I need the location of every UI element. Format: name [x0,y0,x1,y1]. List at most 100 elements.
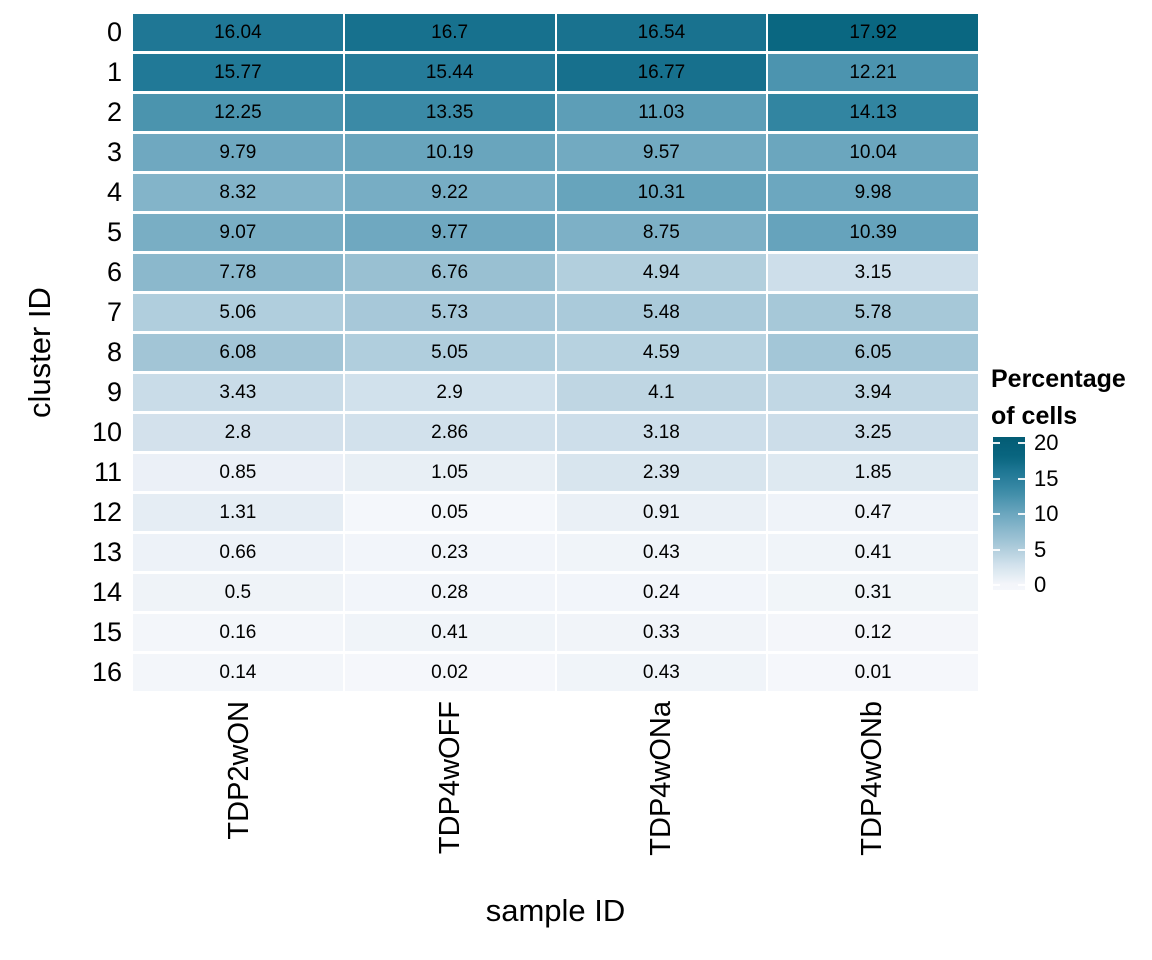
x-axis-title: sample ID [485,893,626,928]
heatmap-cell: 16.04 [133,14,343,51]
heatmap-cell: 16.7 [344,14,555,51]
heatmap-cell: 15.44 [344,54,555,91]
heatmap-cell: 0.91 [556,494,767,531]
heatmap-cell: 9.22 [344,174,555,211]
heatmap-cell: 0.24 [556,574,767,611]
heatmap-cell: 17.92 [768,14,978,51]
heatmap-cell: 6.76 [344,254,555,291]
x-tick-label: TDP4wONb [856,701,889,856]
heatmap-cell: 0.33 [556,614,767,651]
heatmap-cell: 5.06 [133,294,343,331]
heatmap-cell: 2.39 [556,454,767,491]
heatmap-cell: 0.85 [133,454,343,491]
legend-tick-label: 0 [1034,572,1047,598]
legend-tick-label: 5 [1034,536,1047,562]
y-tick-label: 9 [106,377,122,407]
heatmap-cell: 0.05 [344,494,555,531]
x-tick-label: TDP2wON [222,701,255,840]
heatmap-cell: 0.5 [133,574,343,611]
heatmap-cell: 0.16 [133,614,343,651]
heatmap-cell: 1.31 [133,494,343,531]
heatmap-cell: 3.94 [768,374,978,411]
heatmap-cell: 5.05 [344,334,555,371]
heatmap-cell: 0.01 [768,654,978,691]
y-tick-label: 8 [106,337,122,367]
heatmap-cell: 0.43 [556,654,767,691]
heatmap-cell: 6.05 [768,334,978,371]
heatmap-cell: 4.59 [556,334,767,371]
colorbar-tick-mark [993,442,1000,445]
y-tick-label: 10 [91,417,122,447]
heatmap-cell: 3.25 [768,414,978,451]
y-axis-tick-labels: 0 1 2 3 4 5 6 7 8 9 10 11 12 13 14 15 16 [0,14,122,691]
x-tick-label: TDP4wOFF [433,701,466,855]
heatmap-cell: 9.98 [768,174,978,211]
legend-tick-label: 20 [1034,430,1059,456]
y-tick-label: 0 [106,17,122,47]
heatmap-cell: 9.57 [556,134,767,171]
heatmap-cell: 3.15 [768,254,978,291]
heatmap-cell: 0.41 [344,614,555,651]
heatmap-cell: 16.54 [556,14,767,51]
y-tick-label: 11 [93,457,122,487]
heatmap-cell: 5.73 [344,294,555,331]
heatmap-cell: 2.8 [133,414,343,451]
y-tick-label: 14 [91,577,122,607]
heatmap-cell: 13.35 [344,94,555,131]
heatmap-cell: 10.39 [768,214,978,251]
heatmap-cell: 12.25 [133,94,343,131]
heatmap-cell: 5.48 [556,294,767,331]
x-tick-label: TDP4wONa [645,701,678,856]
colorbar-tick-mark [993,548,1000,551]
heatmap-cell: 0.31 [768,574,978,611]
legend-colorbar [993,437,1025,590]
heatmap-cell: 7.78 [133,254,343,291]
heatmap-cell: 16.77 [556,54,767,91]
legend-title-line1: Percentage [991,365,1126,393]
heatmap-cell: 3.43 [133,374,343,411]
heatmap-cell: 0.23 [344,534,555,571]
heatmap-cell: 3.18 [556,414,767,451]
colorbar-tick-mark [1018,548,1025,551]
colorbar-tick-mark [993,477,1000,480]
heatmap-cell: 9.77 [344,214,555,251]
heatmap-cell: 0.43 [556,534,767,571]
legend-tick-label: 15 [1034,465,1059,491]
heatmap-cell: 0.02 [344,654,555,691]
heatmap-cell: 4.1 [556,374,767,411]
y-tick-label: 15 [91,617,122,647]
heatmap-cell: 0.41 [768,534,978,571]
legend-title: Percentage of cells [991,361,1126,435]
legend-tick-label: 10 [1034,501,1059,527]
heatmap-cell: 1.85 [768,454,978,491]
heatmap-cell: 10.04 [768,134,978,171]
heatmap-cell: 11.03 [556,94,767,131]
y-tick-label: 5 [106,217,122,247]
heatmap-cell: 0.28 [344,574,555,611]
heatmap-cell: 2.86 [344,414,555,451]
heatmap-cell: 0.47 [768,494,978,531]
colorbar-tick-mark [993,513,1000,516]
heatmap-grid: 16.04 16.7 16.54 17.92 15.77 15.44 16.77 12.21 1… [133,14,978,691]
legend-title-line2: of cells [991,402,1078,430]
y-tick-label: 7 [106,297,122,327]
y-tick-label: 3 [106,137,122,167]
y-tick-label: 16 [91,657,122,687]
colorbar-tick-mark [1018,513,1025,516]
colorbar-tick-mark [1018,477,1025,480]
heatmap-cell: 12.21 [768,54,978,91]
heatmap-cell: 4.94 [556,254,767,291]
heatmap-cell: 10.31 [556,174,767,211]
y-tick-label: 2 [106,97,122,127]
y-tick-label: 6 [106,257,122,287]
heatmap-cell: 0.66 [133,534,343,571]
heatmap-cell: 0.14 [133,654,343,691]
heatmap-cell: 0.12 [768,614,978,651]
y-tick-label: 1 [106,57,122,87]
y-tick-label: 13 [91,537,122,567]
y-tick-label: 4 [106,177,122,207]
heatmap-cell: 6.08 [133,334,343,371]
heatmap-cell: 8.32 [133,174,343,211]
heatmap-cell: 9.07 [133,214,343,251]
